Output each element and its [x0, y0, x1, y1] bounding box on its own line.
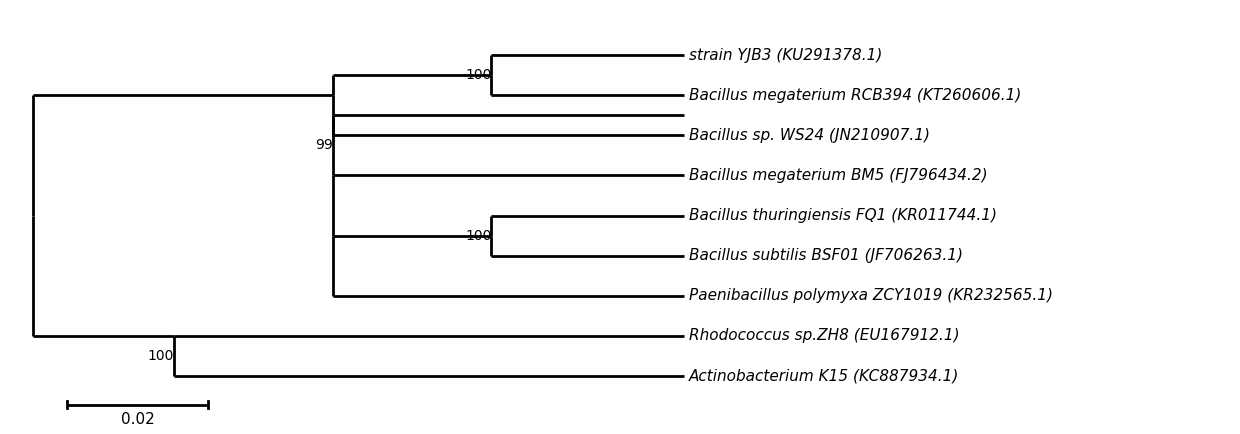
Text: Paenibacillus polymyxa ZCY1019 (KR232565.1): Paenibacillus polymyxa ZCY1019 (KR232565…: [688, 288, 1053, 303]
Text: Bacillus megaterium BM5 (FJ796434.2): Bacillus megaterium BM5 (FJ796434.2): [688, 168, 987, 183]
Text: 99: 99: [315, 138, 332, 152]
Text: Bacillus thuringiensis FQ1 (KR011744.1): Bacillus thuringiensis FQ1 (KR011744.1): [688, 208, 997, 223]
Text: Actinobacterium K15 (KC887934.1): Actinobacterium K15 (KC887934.1): [688, 368, 959, 384]
Text: Rhodococcus sp.ZH8 (EU167912.1): Rhodococcus sp.ZH8 (EU167912.1): [688, 329, 960, 343]
Text: Bacillus subtilis BSF01 (JF706263.1): Bacillus subtilis BSF01 (JF706263.1): [688, 248, 962, 263]
Text: Bacillus sp. WS24 (JN210907.1): Bacillus sp. WS24 (JN210907.1): [688, 128, 930, 143]
Text: 0.02: 0.02: [120, 412, 155, 427]
Text: 100: 100: [465, 229, 491, 243]
Text: strain YJB3 (KU291378.1): strain YJB3 (KU291378.1): [688, 48, 882, 62]
Text: 100: 100: [465, 68, 491, 82]
Text: Bacillus megaterium RCB394 (KT260606.1): Bacillus megaterium RCB394 (KT260606.1): [688, 88, 1021, 103]
Text: 100: 100: [148, 349, 174, 363]
